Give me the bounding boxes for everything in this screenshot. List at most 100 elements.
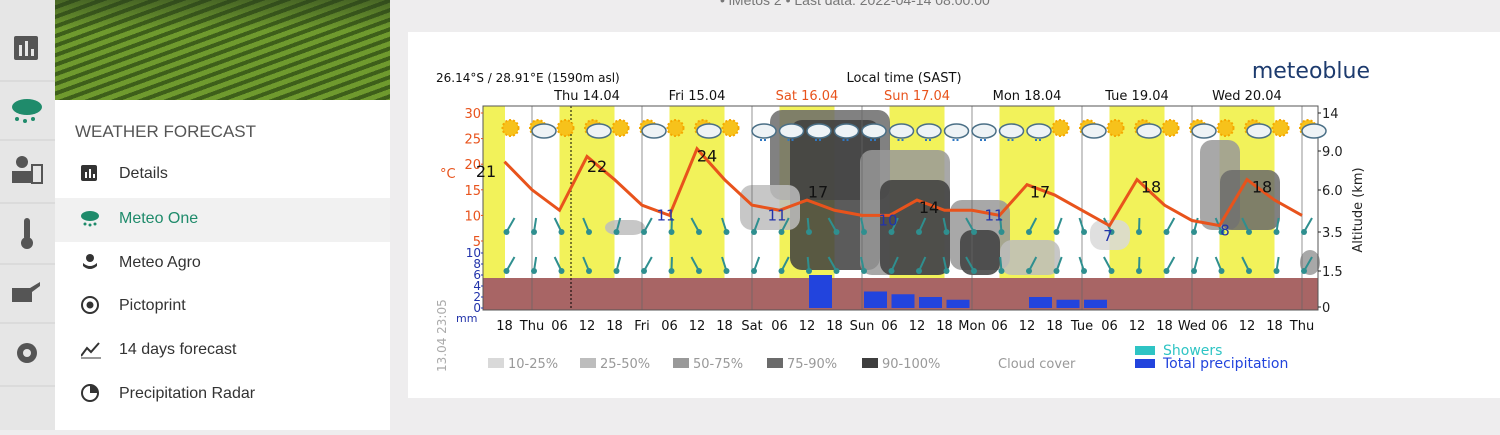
cloud-icon — [1082, 124, 1106, 138]
meteogram: 51015202530°C0246810mm01.53.56.09.014Alt… — [408, 32, 1500, 398]
sensor-icon[interactable] — [24, 218, 30, 240]
menu-label[interactable]: Precipitation Radar — [119, 385, 255, 403]
x-tick-label: 06 — [881, 319, 898, 334]
section-title: WEATHER FORECAST — [75, 122, 256, 142]
x-tick-label: 06 — [1211, 319, 1228, 334]
day-label: Sat 16.04 — [776, 89, 839, 104]
max-temp-label: 18 — [1252, 177, 1272, 196]
temp-tick-label: 30 — [464, 107, 481, 122]
cloud-icon — [642, 124, 666, 138]
menu-item[interactable]: Meteo Agro — [55, 242, 390, 286]
menu-label[interactable]: Pictoprint — [119, 297, 186, 315]
x-tick-label: 12 — [689, 319, 706, 334]
max-temp-label: 14 — [919, 198, 939, 217]
legend-swatch — [673, 358, 689, 368]
x-tick-label: 12 — [1239, 319, 1256, 334]
temp-tick-label: 15 — [464, 184, 481, 199]
location: 26.14°S / 28.91°E (1590m asl) — [436, 71, 620, 85]
x-tick-label: 12 — [909, 319, 926, 334]
legend-label: Total precipitation — [1162, 356, 1288, 372]
sun-icon — [613, 120, 629, 136]
x-tick-label: 12 — [1019, 319, 1036, 334]
irrigation-icon[interactable] — [12, 282, 40, 302]
x-tick-label: Fri — [634, 319, 650, 334]
temp-tick-label: 10 — [464, 209, 481, 224]
sun-icon — [558, 120, 574, 136]
cloud-icon — [972, 124, 996, 138]
cloud-icon — [890, 124, 914, 138]
precip-bar — [947, 300, 970, 308]
sun-icon — [1218, 120, 1234, 136]
x-tick-label: 18 — [936, 319, 953, 334]
cloud-icon — [1027, 124, 1051, 138]
menu-label[interactable]: Details — [119, 165, 168, 183]
sun-icon — [1053, 120, 1069, 136]
sun-icon — [1163, 120, 1179, 136]
x-tick-label: Wed — [1178, 319, 1206, 334]
menu-label[interactable]: 14 days forecast — [119, 341, 236, 359]
x-tick-label: 06 — [991, 319, 1008, 334]
day-band — [483, 106, 505, 278]
menu-item[interactable]: Pictoprint — [55, 285, 390, 329]
cloud-icon — [697, 124, 721, 138]
menu-item[interactable]: Precipitation Radar — [55, 373, 390, 417]
cloud-icon — [780, 124, 804, 138]
icon-rail — [0, 0, 56, 430]
legend-label: 10-25% — [508, 357, 558, 372]
time-label: Local time (SAST) — [846, 71, 961, 86]
user-icon[interactable] — [16, 156, 28, 168]
x-tick-label: 18 — [1266, 319, 1283, 334]
status-line: • iMetos 2 • Last data: 2022-04-14 08:00… — [720, 0, 990, 8]
menu-item[interactable]: Meteo One — [55, 198, 390, 242]
temp-unit: °C — [440, 167, 456, 182]
x-tick-label: 18 — [716, 319, 733, 334]
station-photo — [55, 0, 390, 100]
precip-unit: mm — [456, 312, 477, 325]
altitude-tick-label: 9.0 — [1322, 145, 1343, 160]
weather-icon[interactable] — [12, 99, 42, 115]
max-temp-label: 18 — [1141, 177, 1161, 196]
x-tick-label: Thu — [1289, 319, 1314, 334]
x-tick-label: 12 — [579, 319, 596, 334]
menu-label[interactable]: Meteo Agro — [119, 254, 201, 272]
x-tick-label: Sat — [741, 319, 762, 334]
menu-icon — [81, 209, 103, 231]
menu-label[interactable]: Meteo One — [119, 210, 198, 228]
wind-barb — [808, 218, 809, 232]
wind-barb — [808, 257, 809, 271]
precip-bar — [919, 297, 942, 308]
cloud-icon — [1137, 124, 1161, 138]
x-tick-label: 06 — [551, 319, 568, 334]
menu-icon — [81, 340, 103, 362]
cloud-icon — [917, 124, 941, 138]
cloud-icon — [945, 124, 969, 138]
cloud-cover — [960, 230, 1000, 275]
sun-icon — [1108, 120, 1124, 136]
legend-swatch — [767, 358, 783, 368]
x-tick-label: Tue — [1070, 319, 1093, 334]
sun-icon — [503, 120, 519, 136]
precip-bar — [1084, 300, 1107, 308]
cloud-icon — [835, 124, 859, 138]
altitude-tick-label: 1.5 — [1322, 265, 1343, 280]
legend-swatch — [1135, 359, 1155, 368]
sun-icon — [723, 120, 739, 136]
legend-label: 50-75% — [693, 357, 743, 372]
legend-swatch — [1135, 346, 1155, 355]
max-temp-label: 17 — [808, 183, 828, 202]
menu-item[interactable]: Details — [55, 153, 390, 197]
legend-swatch — [580, 358, 596, 368]
menu-item[interactable]: 14 days forecast — [55, 329, 390, 373]
max-temp-label: 24 — [697, 147, 717, 166]
x-tick-label: 18 — [1046, 319, 1063, 334]
max-temp-label: 22 — [587, 157, 607, 176]
day-label: Sun 17.04 — [884, 89, 950, 104]
min-temp-label: 8 — [1220, 222, 1230, 240]
min-temp-label: 11 — [656, 206, 675, 224]
legend-swatch — [488, 358, 504, 368]
rail-icons — [0, 0, 55, 430]
cloud-icon — [1302, 124, 1326, 138]
x-tick-label: 06 — [771, 319, 788, 334]
day-label: Thu 14.04 — [553, 89, 620, 104]
legend-label: 75-90% — [787, 357, 837, 372]
